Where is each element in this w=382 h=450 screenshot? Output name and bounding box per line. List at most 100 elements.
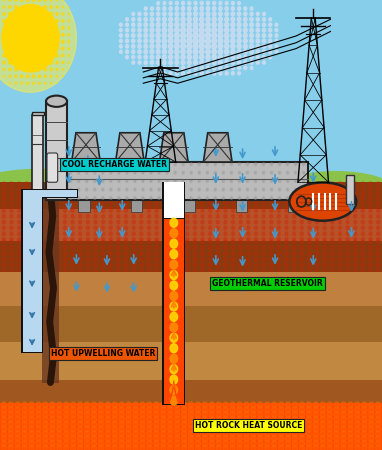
- Circle shape: [147, 436, 152, 442]
- FancyBboxPatch shape: [164, 182, 184, 218]
- Circle shape: [144, 7, 147, 10]
- Text: HOT UPWELLING WATER: HOT UPWELLING WATER: [51, 349, 155, 358]
- Circle shape: [71, 240, 74, 244]
- Circle shape: [193, 226, 196, 230]
- Circle shape: [2, 240, 5, 244]
- Circle shape: [40, 206, 44, 210]
- Circle shape: [91, 416, 97, 423]
- Circle shape: [323, 209, 326, 212]
- Circle shape: [147, 421, 152, 428]
- Circle shape: [50, 68, 52, 71]
- Circle shape: [120, 34, 122, 37]
- Circle shape: [299, 421, 304, 428]
- Circle shape: [57, 411, 62, 418]
- Circle shape: [262, 192, 265, 195]
- Circle shape: [377, 201, 380, 205]
- Circle shape: [212, 66, 216, 70]
- Circle shape: [254, 263, 257, 267]
- Circle shape: [306, 436, 312, 442]
- Circle shape: [231, 232, 235, 235]
- Circle shape: [132, 269, 135, 273]
- Circle shape: [71, 187, 74, 190]
- Circle shape: [247, 196, 250, 200]
- Circle shape: [361, 187, 364, 190]
- Circle shape: [132, 192, 135, 195]
- Circle shape: [272, 402, 277, 408]
- Circle shape: [212, 17, 216, 22]
- Circle shape: [361, 206, 364, 210]
- Circle shape: [2, 206, 5, 210]
- Circle shape: [231, 226, 235, 230]
- Circle shape: [10, 206, 13, 210]
- FancyBboxPatch shape: [0, 272, 382, 306]
- Circle shape: [154, 436, 159, 442]
- Circle shape: [132, 28, 135, 32]
- Circle shape: [181, 416, 187, 423]
- Circle shape: [102, 209, 105, 212]
- Circle shape: [338, 215, 342, 218]
- Circle shape: [163, 209, 166, 212]
- Circle shape: [209, 182, 212, 185]
- Circle shape: [25, 238, 28, 241]
- Circle shape: [163, 66, 166, 70]
- Circle shape: [105, 440, 110, 446]
- Circle shape: [162, 33, 167, 38]
- Circle shape: [209, 209, 212, 212]
- Circle shape: [341, 431, 346, 437]
- Circle shape: [361, 192, 364, 195]
- Circle shape: [187, 49, 191, 54]
- Circle shape: [308, 196, 311, 200]
- Circle shape: [57, 426, 62, 432]
- Circle shape: [178, 257, 181, 261]
- Circle shape: [244, 61, 247, 64]
- Circle shape: [300, 232, 303, 235]
- Ellipse shape: [290, 183, 356, 220]
- Circle shape: [299, 416, 304, 423]
- Circle shape: [132, 187, 135, 190]
- Circle shape: [144, 18, 147, 21]
- Circle shape: [239, 226, 242, 230]
- Circle shape: [285, 416, 291, 423]
- Circle shape: [133, 431, 138, 437]
- Circle shape: [316, 257, 319, 261]
- Circle shape: [285, 263, 288, 267]
- Circle shape: [8, 407, 13, 413]
- Circle shape: [243, 22, 247, 27]
- Circle shape: [63, 240, 66, 244]
- Circle shape: [117, 201, 120, 205]
- Circle shape: [209, 269, 212, 273]
- Circle shape: [300, 182, 303, 185]
- Circle shape: [244, 431, 249, 437]
- Circle shape: [212, 7, 216, 10]
- Circle shape: [278, 407, 284, 413]
- Circle shape: [292, 416, 298, 423]
- Circle shape: [209, 407, 214, 413]
- Circle shape: [158, 180, 160, 183]
- Circle shape: [132, 50, 135, 54]
- Circle shape: [125, 215, 128, 218]
- Circle shape: [163, 246, 166, 250]
- Circle shape: [57, 440, 62, 446]
- Circle shape: [257, 426, 263, 432]
- Circle shape: [40, 232, 44, 235]
- Circle shape: [94, 206, 97, 210]
- Circle shape: [154, 445, 159, 450]
- Circle shape: [125, 196, 128, 200]
- Circle shape: [209, 436, 214, 442]
- Circle shape: [126, 180, 128, 183]
- Circle shape: [132, 209, 135, 212]
- Circle shape: [275, 50, 278, 54]
- Circle shape: [10, 232, 13, 235]
- Circle shape: [239, 209, 242, 212]
- Circle shape: [79, 209, 82, 212]
- Circle shape: [126, 45, 129, 48]
- Circle shape: [262, 232, 265, 235]
- Circle shape: [331, 201, 334, 205]
- Circle shape: [193, 187, 196, 190]
- Circle shape: [102, 220, 105, 224]
- Circle shape: [250, 50, 253, 54]
- Circle shape: [285, 240, 288, 244]
- Circle shape: [140, 411, 145, 418]
- Circle shape: [157, 1, 160, 5]
- Circle shape: [201, 226, 204, 230]
